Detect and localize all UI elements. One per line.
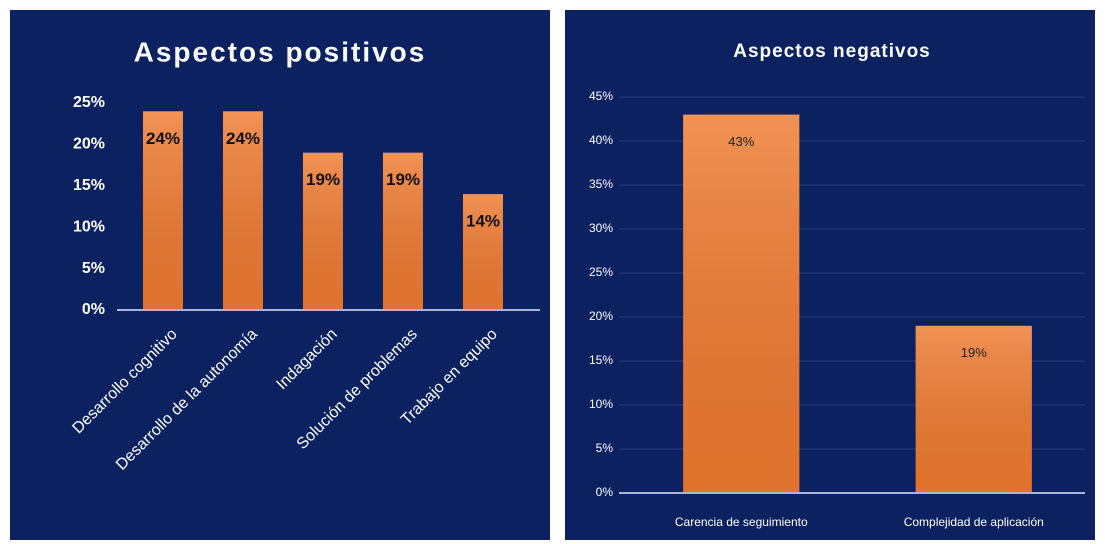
y-tick-label: 15% — [73, 177, 105, 194]
y-tick-label: 20% — [589, 309, 613, 323]
data-label: 24% — [146, 129, 180, 148]
y-tick-label: 40% — [589, 133, 613, 147]
x-tick-label: Carencia de seguimiento — [675, 515, 808, 529]
y-tick-label: 45% — [589, 89, 613, 103]
data-label: 14% — [466, 212, 500, 231]
y-tick-label: 5% — [596, 441, 614, 455]
y-tick-label: 30% — [589, 221, 613, 235]
y-tick-label: 15% — [589, 353, 613, 367]
data-label: 19% — [961, 345, 987, 360]
y-tick-label: 20% — [73, 136, 105, 153]
chart-title: Aspectos negativos — [733, 41, 931, 62]
bar — [683, 114, 800, 493]
data-label: 19% — [306, 170, 340, 189]
chart-title: Aspectos positivos — [134, 36, 427, 67]
y-tick-label: 0% — [82, 301, 105, 318]
data-label: 19% — [386, 170, 420, 189]
y-tick-label: 0% — [596, 485, 614, 499]
y-tick-label: 25% — [589, 265, 613, 279]
data-label: 43% — [728, 134, 754, 149]
y-tick-label: 10% — [589, 397, 613, 411]
y-tick-label: 10% — [73, 218, 105, 235]
y-tick-label: 25% — [73, 94, 105, 111]
panel — [10, 10, 550, 540]
y-tick-label: 35% — [589, 177, 613, 191]
x-tick-label: Complejidad de aplicación — [904, 515, 1044, 529]
data-label: 24% — [226, 129, 260, 148]
y-tick-label: 5% — [82, 260, 105, 277]
